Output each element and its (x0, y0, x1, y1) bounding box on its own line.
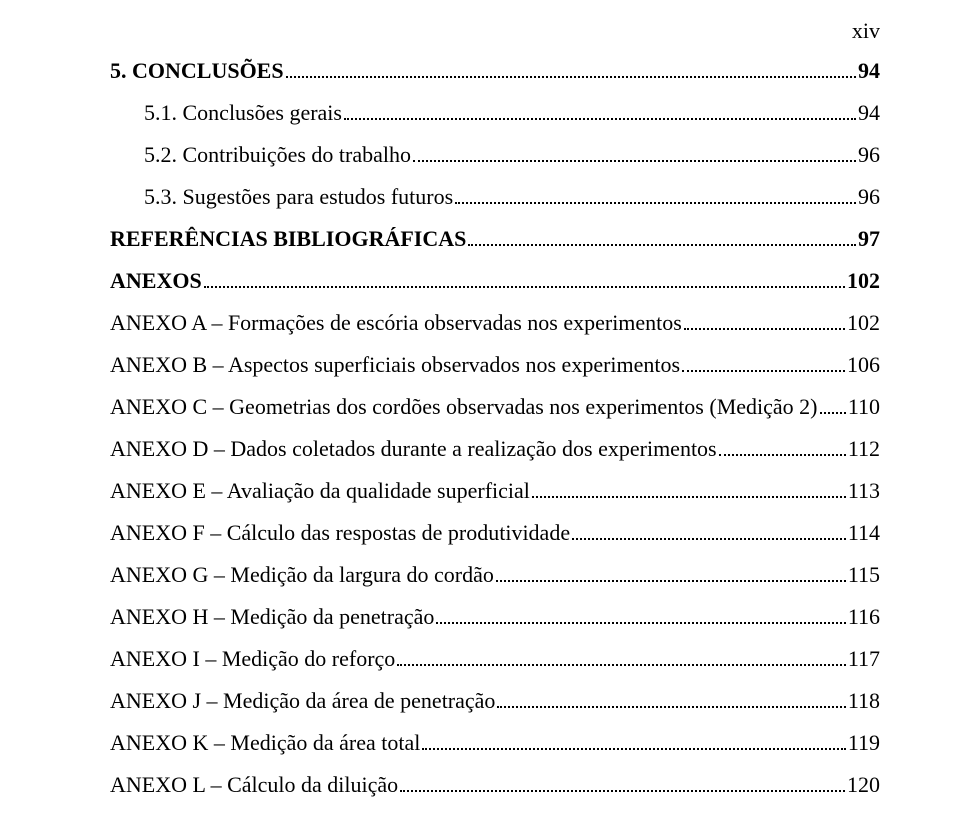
toc-entry-label: ANEXO D – Dados coletados durante a real… (110, 438, 717, 460)
toc-entry-page: 120 (847, 774, 880, 796)
toc-row: 5.2. Contribuições do trabalho 96 (110, 144, 880, 166)
toc-dot-leader (455, 202, 856, 204)
toc-entry-page: 102 (847, 270, 880, 292)
toc-row: 5.3. Sugestões para estudos futuros 96 (110, 186, 880, 208)
toc-entry-label: ANEXO I – Medição do reforço (110, 648, 395, 670)
toc-entry-page: 96 (858, 186, 880, 208)
toc-entry-label: ANEXO L – Cálculo da diluição (110, 774, 398, 796)
toc-row: REFERÊNCIAS BIBLIOGRÁFICAS 97 (110, 228, 880, 250)
toc-entry-page: 97 (858, 228, 880, 250)
toc-entry-page: 114 (848, 522, 880, 544)
toc-entry-label: ANEXO H – Medição da penetração (110, 606, 434, 628)
toc-entry-page: 102 (847, 312, 880, 334)
toc-entry-page: 96 (858, 144, 880, 166)
toc-entry-label: ANEXOS (110, 270, 202, 292)
toc-entry-label: 5.3. Sugestões para estudos futuros (144, 186, 453, 208)
toc-entry-label: ANEXO B – Aspectos superficiais observad… (110, 354, 680, 376)
toc-row: ANEXO D – Dados coletados durante a real… (110, 438, 880, 460)
toc-entry-label: 5. CONCLUSÕES (110, 60, 284, 82)
toc-entry-page: 117 (848, 648, 880, 670)
toc-dot-leader (572, 538, 846, 540)
toc-entry-page: 113 (848, 480, 880, 502)
document-page: xiv 5. CONCLUSÕES945.1. Conclusões gerai… (0, 0, 960, 830)
toc-entry-label: 5.1. Conclusões gerais (144, 102, 342, 124)
toc-row: 5.1. Conclusões gerais 94 (110, 102, 880, 124)
toc-entry-label: ANEXO A – Formações de escória observada… (110, 312, 682, 334)
toc-dot-leader (497, 706, 845, 708)
toc-dot-leader (344, 118, 856, 120)
toc-row: ANEXO I – Medição do reforço 117 (110, 648, 880, 670)
toc-row: ANEXO L – Cálculo da diluição 120 (110, 774, 880, 796)
toc-row: ANEXO A – Formações de escória observada… (110, 312, 880, 334)
toc-entry-page: 119 (848, 732, 880, 754)
toc-entry-page: 94 (858, 102, 880, 124)
toc-entry-label: ANEXO E – Avaliação da qualidade superfi… (110, 480, 530, 502)
toc-entry-page: 116 (848, 606, 880, 628)
toc-dot-leader (820, 412, 846, 414)
toc-dot-leader (286, 76, 856, 78)
toc-entry-page: 110 (848, 396, 880, 418)
page-number: xiv (852, 18, 880, 44)
toc-entry-label: ANEXO G – Medição da largura do cordão (110, 564, 494, 586)
toc-entry-page: 118 (848, 690, 880, 712)
toc-entry-page: 94 (858, 60, 880, 82)
toc-dot-leader (684, 328, 845, 330)
toc-row: ANEXO E – Avaliação da qualidade superfi… (110, 480, 880, 502)
toc-entry-label: ANEXO K – Medição da área total (110, 732, 420, 754)
toc-dot-leader (422, 748, 845, 750)
toc-dot-leader (397, 664, 846, 666)
toc-dot-leader (719, 454, 846, 456)
toc-dot-leader (468, 244, 856, 246)
toc-entry-label: REFERÊNCIAS BIBLIOGRÁFICAS (110, 228, 466, 250)
toc-entry-label: 5.2. Contribuições do trabalho (144, 144, 411, 166)
toc-row: ANEXO C – Geometrias dos cordões observa… (110, 396, 880, 418)
toc-dot-leader (400, 790, 845, 792)
toc-row: ANEXO J – Medição da área de penetração 1… (110, 690, 880, 712)
toc-row: ANEXO B – Aspectos superficiais observad… (110, 354, 880, 376)
toc-dot-leader (496, 580, 846, 582)
toc-dot-leader (436, 622, 845, 624)
toc-entry-label: ANEXO C – Geometrias dos cordões observa… (110, 396, 818, 418)
toc-entry-page: 106 (847, 354, 880, 376)
toc-entry-label: ANEXO J – Medição da área de penetração (110, 690, 495, 712)
toc-row: ANEXO F – Cálculo das respostas de produ… (110, 522, 880, 544)
toc-dot-leader (532, 496, 846, 498)
toc-row: 5. CONCLUSÕES 94 (110, 60, 880, 82)
toc-dot-leader (204, 286, 845, 288)
table-of-contents: 5. CONCLUSÕES945.1. Conclusões gerais945… (110, 60, 880, 796)
toc-row: ANEXO G – Medição da largura do cordão 11… (110, 564, 880, 586)
toc-row: ANEXOS 102 (110, 270, 880, 292)
toc-dot-leader (413, 160, 856, 162)
toc-dot-leader (682, 370, 845, 372)
toc-row: ANEXO K – Medição da área total 119 (110, 732, 880, 754)
toc-row: ANEXO H – Medição da penetração 116 (110, 606, 880, 628)
toc-entry-label: ANEXO F – Cálculo das respostas de produ… (110, 522, 570, 544)
toc-entry-page: 115 (848, 564, 880, 586)
toc-entry-page: 112 (848, 438, 880, 460)
